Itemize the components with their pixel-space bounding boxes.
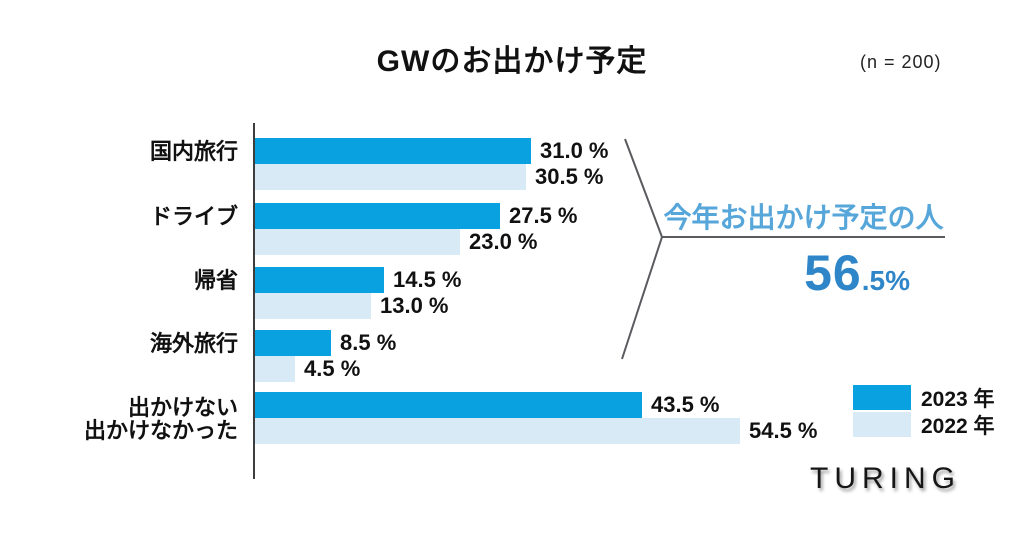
value-label: 23.0 % xyxy=(469,229,538,254)
value-label: 30.5 % xyxy=(535,164,604,189)
legend-row-2022: 2022 年 xyxy=(853,412,995,438)
callout-value: 56.5% xyxy=(610,244,910,302)
value-label: 14.5 % xyxy=(393,267,462,292)
category-label: 帰省 xyxy=(193,267,238,293)
value-label: 13.0 % xyxy=(380,293,449,318)
legend-swatch-2022 xyxy=(853,412,911,437)
callout-label: 今年お出かけ予定の人 xyxy=(663,202,944,233)
category-label: 出かけない 出かけなかった xyxy=(83,394,238,443)
bar-2022 xyxy=(255,229,460,255)
bar-2022 xyxy=(255,164,526,190)
sample-size-note: (n = 200) xyxy=(860,52,942,72)
axis-line xyxy=(253,123,255,479)
value-label: 27.5 % xyxy=(509,203,578,228)
category-label: 海外旅行 xyxy=(149,330,238,356)
value-label: 54.5 % xyxy=(749,418,818,443)
legend-row-2023: 2023 年 xyxy=(853,385,995,411)
legend-swatch-2023 xyxy=(853,385,911,410)
callout-value-sub: .5% xyxy=(861,265,910,296)
bar-2022 xyxy=(255,293,371,319)
value-label: 31.0 % xyxy=(540,138,609,163)
bar-2023 xyxy=(255,138,531,164)
value-label: 43.5 % xyxy=(651,392,720,417)
value-label: 4.5 % xyxy=(304,356,361,381)
turing-logo: TURING xyxy=(810,462,961,495)
value-label: 8.5 % xyxy=(340,330,397,355)
category-label: ドライブ xyxy=(149,203,238,229)
bar-2022 xyxy=(255,418,740,444)
bar-2023 xyxy=(255,203,500,229)
legend-label-2023: 2023 年 xyxy=(921,387,995,411)
legend-label-2022: 2022 年 xyxy=(921,414,995,438)
bar-2023 xyxy=(255,330,331,356)
bar-2023 xyxy=(255,267,384,293)
chart-title: GWのお出かけ予定 xyxy=(376,45,648,78)
legend: 2023 年 2022 年 xyxy=(853,385,995,438)
callout-value-main: 56 xyxy=(804,245,862,301)
bar-2022 xyxy=(255,356,295,382)
category-label: 国内旅行 xyxy=(149,138,238,164)
bar-2023 xyxy=(255,392,642,418)
